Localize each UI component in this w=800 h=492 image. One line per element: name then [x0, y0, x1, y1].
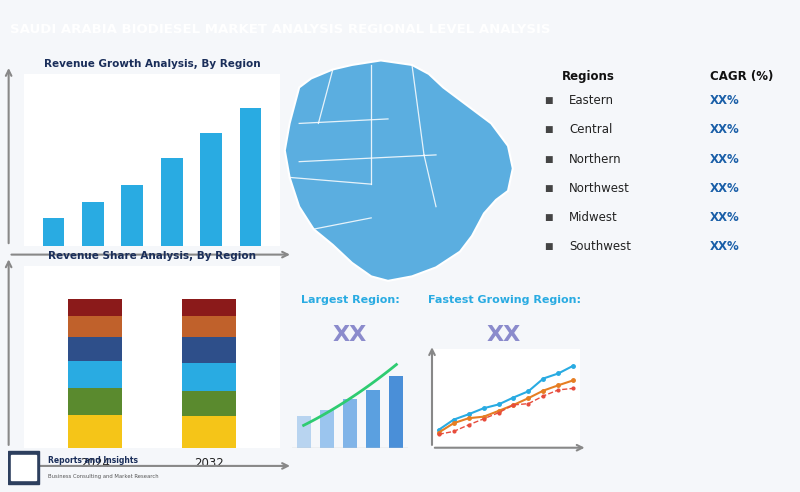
Bar: [68, 361, 122, 388]
Bar: [161, 158, 182, 246]
FancyBboxPatch shape: [8, 451, 39, 484]
Text: ■: ■: [544, 213, 552, 222]
Text: Central: Central: [570, 123, 613, 136]
Bar: [320, 410, 334, 448]
Text: XX: XX: [333, 325, 367, 345]
Bar: [68, 338, 122, 361]
Text: Northwest: Northwest: [570, 182, 630, 195]
Bar: [182, 299, 236, 316]
Text: SAUDI ARABIA BIODIESEL MARKET ANALYSIS REGIONAL LEVEL ANALYSIS: SAUDI ARABIA BIODIESEL MARKET ANALYSIS R…: [10, 23, 550, 36]
Text: ■: ■: [544, 184, 552, 193]
Text: CAGR (%): CAGR (%): [710, 70, 774, 84]
Text: ■: ■: [544, 154, 552, 164]
Bar: [68, 299, 122, 316]
Text: XX%: XX%: [710, 94, 740, 107]
Text: Eastern: Eastern: [570, 94, 614, 107]
Text: XX%: XX%: [710, 211, 740, 224]
Text: ■: ■: [544, 96, 552, 105]
Text: Largest Region:: Largest Region:: [301, 295, 399, 306]
Bar: [122, 185, 143, 246]
Text: XX%: XX%: [710, 241, 740, 253]
FancyBboxPatch shape: [11, 455, 36, 480]
Bar: [366, 390, 380, 448]
Polygon shape: [285, 61, 513, 281]
Text: Midwest: Midwest: [570, 211, 618, 224]
Title: Revenue Share Analysis, By Region: Revenue Share Analysis, By Region: [48, 251, 256, 261]
Bar: [182, 316, 236, 338]
Bar: [200, 133, 222, 246]
Text: Regions: Regions: [562, 70, 614, 84]
Bar: [68, 316, 122, 338]
Bar: [182, 363, 236, 391]
Bar: [68, 415, 122, 448]
Text: XX%: XX%: [710, 153, 740, 166]
Bar: [182, 416, 236, 448]
Text: Reports and Insights: Reports and Insights: [48, 456, 138, 465]
Bar: [240, 108, 262, 246]
Text: Fastest Growing Region:: Fastest Growing Region:: [427, 295, 581, 306]
Title: Revenue Growth Analysis, By Region: Revenue Growth Analysis, By Region: [44, 59, 260, 69]
Bar: [343, 399, 357, 448]
Bar: [182, 391, 236, 416]
Bar: [68, 388, 122, 415]
Bar: [390, 376, 403, 448]
Text: ■: ■: [544, 243, 552, 251]
Bar: [182, 338, 236, 363]
Text: XX%: XX%: [710, 123, 740, 136]
Text: Business Consulting and Market Research: Business Consulting and Market Research: [48, 474, 159, 479]
Text: XX%: XX%: [710, 182, 740, 195]
Bar: [297, 416, 310, 448]
Text: ■: ■: [544, 125, 552, 134]
Text: XX: XX: [487, 325, 521, 345]
Text: Northern: Northern: [570, 153, 622, 166]
Text: Southwest: Southwest: [570, 241, 631, 253]
Bar: [82, 202, 104, 246]
Bar: [42, 218, 64, 246]
